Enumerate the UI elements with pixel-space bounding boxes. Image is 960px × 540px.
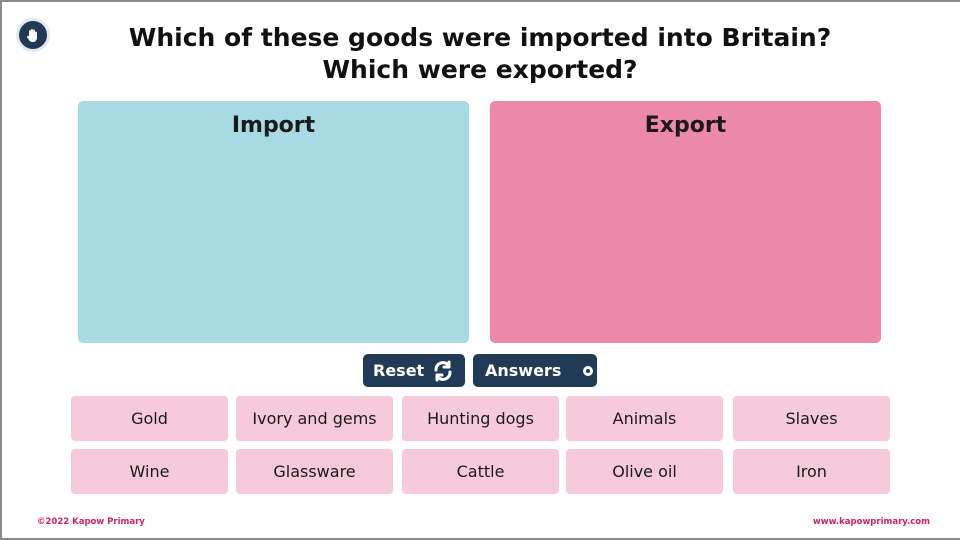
export-zone-label: Export	[644, 113, 727, 138]
answers-button[interactable]: Answers	[473, 354, 597, 387]
export-drop-zone[interactable]: Export	[490, 101, 881, 343]
title-line-2: Which were exported?	[322, 55, 638, 84]
card-hunting-dogs[interactable]: Hunting dogs	[402, 396, 559, 441]
card-ivory-and-gems[interactable]: Ivory and gems	[236, 396, 393, 441]
answers-label: Answers	[485, 361, 562, 380]
copyright-text: ©2022 Kapow Primary	[37, 517, 145, 527]
card-slaves[interactable]: Slaves	[733, 396, 890, 441]
hand-icon	[27, 28, 37, 42]
eye-icon	[583, 365, 594, 376]
card-gold[interactable]: Gold	[71, 396, 228, 441]
reset-label: Reset	[373, 361, 425, 380]
refresh-icon	[434, 360, 452, 381]
card-glassware[interactable]: Glassware	[236, 449, 393, 494]
card-animals[interactable]: Animals	[566, 396, 723, 441]
website-link[interactable]: www.kapowprimary.com	[812, 517, 930, 527]
card-wine[interactable]: Wine	[71, 449, 228, 494]
import-drop-zone[interactable]: Import	[78, 101, 469, 343]
import-zone-label: Import	[231, 113, 316, 138]
card-iron[interactable]: Iron	[733, 449, 890, 494]
card-olive-oil[interactable]: Olive oil	[566, 449, 723, 494]
reset-button[interactable]: Reset	[363, 354, 465, 387]
card-cattle[interactable]: Cattle	[402, 449, 559, 494]
hand-button[interactable]	[16, 18, 50, 52]
page-title: Which of these goods were imported into …	[100, 22, 860, 86]
title-line-1: Which of these goods were imported into …	[128, 23, 832, 52]
